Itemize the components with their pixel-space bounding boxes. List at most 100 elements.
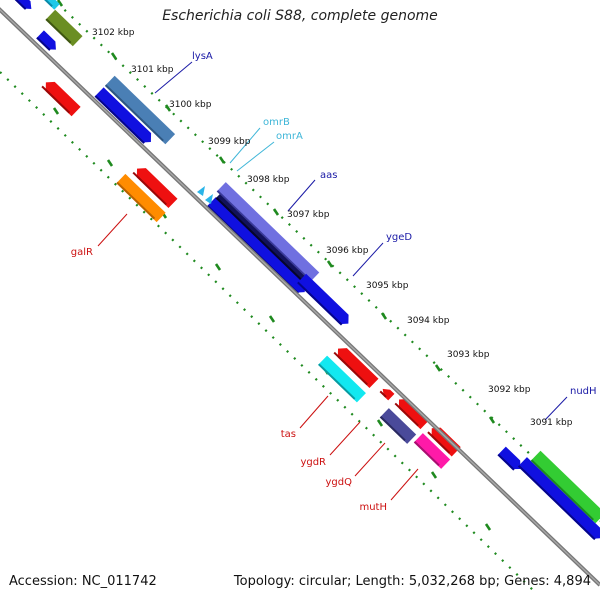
gene-feature bbox=[318, 355, 366, 403]
gene-feature-body bbox=[9, 0, 32, 10]
gene-feature-shade bbox=[41, 85, 71, 114]
gene-feature-shade bbox=[116, 181, 156, 220]
gene-feature bbox=[94, 87, 152, 144]
gene-feature bbox=[517, 457, 600, 541]
gene-feature-layer bbox=[9, 0, 600, 541]
major-tick bbox=[326, 260, 334, 268]
gene-label-leader bbox=[229, 127, 261, 164]
gene-label-leader bbox=[544, 396, 568, 421]
gene-label-ygeD: ygeD bbox=[386, 232, 412, 243]
gene-label-lysA: lysA bbox=[192, 51, 213, 62]
gene-feature-body bbox=[379, 408, 417, 444]
gene-feature bbox=[297, 273, 349, 326]
major-tick bbox=[106, 159, 114, 167]
gene-feature-body bbox=[431, 427, 461, 457]
gene-feature-shade bbox=[44, 0, 53, 7]
label-text-layer: 3102 kbp 3101 kbp 3100 kbp 3099 kbp 3098 kbp… bbox=[71, 28, 597, 513]
gene-feature-shade bbox=[104, 84, 164, 142]
gene-label-galR: galR bbox=[71, 247, 93, 258]
gene-label-leader bbox=[352, 242, 384, 277]
gene-label-leader bbox=[154, 61, 193, 94]
major-tick bbox=[380, 312, 388, 320]
gene-feature-shade bbox=[36, 36, 51, 51]
lower-tick-track bbox=[0, 71, 536, 593]
gene-label-tas: tas bbox=[281, 429, 296, 440]
accession-text: Accession: NC_011742 bbox=[9, 574, 157, 589]
gene-feature bbox=[36, 30, 56, 51]
gene-feature-shade bbox=[333, 351, 368, 386]
gene-label-ygdR: ygdR bbox=[300, 457, 326, 468]
gene-feature bbox=[45, 9, 83, 47]
gene-label-nudH: nudH bbox=[570, 386, 597, 397]
gene-feature-body bbox=[530, 450, 600, 524]
gene-label-leader bbox=[236, 141, 275, 172]
gene-label-leader bbox=[287, 179, 316, 212]
gene-feature-shade bbox=[379, 416, 406, 442]
gene-label-ygdQ: ygdQ bbox=[326, 477, 353, 488]
gene-feature-body bbox=[497, 446, 521, 470]
major-tick bbox=[430, 471, 438, 479]
gene-feature-body bbox=[44, 0, 60, 10]
gene-feature bbox=[413, 433, 451, 469]
gene-feature bbox=[427, 427, 461, 457]
major-tick bbox=[164, 104, 172, 112]
scale-tick-label: 3099 kbp bbox=[208, 137, 251, 147]
gene-feature-body bbox=[45, 81, 81, 117]
gene-feature bbox=[215, 194, 311, 286]
gene-feature-body bbox=[297, 273, 349, 325]
scale-tick-label: 3092 kbp bbox=[488, 385, 531, 395]
gene-label-leader bbox=[354, 442, 386, 477]
gene-feature bbox=[104, 75, 176, 145]
scale-tick-label: 3095 kbp bbox=[366, 281, 409, 291]
scale-tick-label: 3094 kbp bbox=[407, 316, 450, 326]
gene-feature-body bbox=[413, 433, 451, 469]
scale-tick-label: 3096 kbp bbox=[326, 246, 369, 256]
major-tick bbox=[488, 416, 496, 424]
scale-tick-label: 3098 kbp bbox=[247, 175, 290, 185]
major-tick bbox=[56, 0, 64, 7]
major-tick bbox=[218, 156, 226, 164]
gene-feature-body bbox=[36, 30, 56, 50]
gene-feature bbox=[379, 388, 395, 401]
scale-tick-label: 3091 kbp bbox=[530, 418, 573, 428]
gene-feature bbox=[530, 450, 600, 524]
upper-tick-track bbox=[52, 0, 600, 522]
gene-label-leader bbox=[329, 421, 361, 456]
map-title: Escherichia coli S88, complete genome bbox=[162, 8, 438, 24]
gene-feature bbox=[44, 0, 60, 10]
gene-feature-shade bbox=[497, 453, 515, 471]
gene-feature-body bbox=[215, 194, 311, 286]
label-leader-layer bbox=[97, 61, 568, 501]
gene-feature-shade bbox=[216, 190, 309, 280]
gene-feature-shade bbox=[427, 431, 451, 454]
gene-feature bbox=[379, 408, 417, 444]
gene-feature bbox=[41, 81, 81, 117]
gene-feature-shade bbox=[530, 459, 595, 521]
gene-feature-shade bbox=[413, 441, 440, 467]
gene-feature-body bbox=[116, 173, 166, 223]
gene-feature-body bbox=[104, 75, 176, 145]
gene-feature bbox=[132, 168, 178, 209]
gene-feature bbox=[9, 0, 32, 10]
gene-feature bbox=[394, 398, 430, 430]
gene-feature-body bbox=[337, 348, 379, 389]
gene-feature-shade bbox=[132, 171, 167, 206]
scale-tick-label: 3102 kbp bbox=[92, 28, 135, 38]
gene-feature-shade bbox=[94, 95, 145, 144]
gene-feature-body bbox=[318, 355, 366, 403]
gene-feature-shade bbox=[297, 281, 343, 326]
gene-feature-body bbox=[216, 182, 320, 282]
major-tick bbox=[272, 208, 280, 216]
gene-label-omrA: omrA bbox=[276, 131, 303, 142]
gene-label-mutH: mutH bbox=[359, 502, 387, 513]
major-tick bbox=[376, 419, 384, 427]
backbone-layer bbox=[0, 7, 600, 587]
omr-small-feature bbox=[205, 194, 213, 204]
major-tick bbox=[484, 523, 492, 531]
gene-feature bbox=[497, 446, 521, 471]
gene-label-leader bbox=[299, 395, 329, 429]
gene-feature-shade bbox=[45, 18, 72, 44]
scale-tick-label: 3101 kbp bbox=[131, 65, 174, 75]
gene-feature-body bbox=[398, 398, 430, 430]
